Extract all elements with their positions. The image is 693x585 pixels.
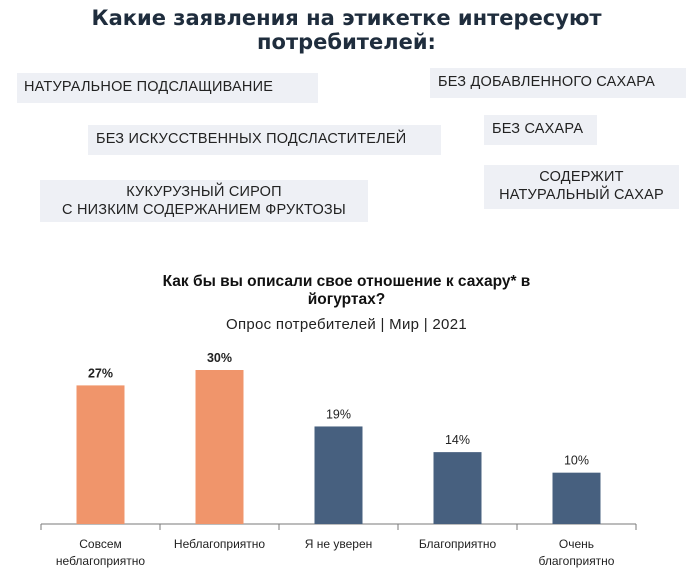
bar bbox=[314, 426, 363, 524]
page-title: Какие заявления на этикетке интересуют п… bbox=[0, 6, 693, 54]
chart-title-line2: йогуртах? bbox=[307, 291, 386, 308]
x-tick-label: Я не уверен bbox=[305, 537, 373, 551]
claim-natural-sugar: СОДЕРЖИТ НАТУРАЛЬНЫЙ САХАР bbox=[484, 165, 679, 209]
bar bbox=[433, 452, 482, 524]
bar bbox=[552, 472, 601, 524]
data-label: 14% bbox=[445, 433, 470, 447]
bar bbox=[195, 370, 244, 524]
claim-no-sugar-text: БЕЗ САХАРА bbox=[492, 121, 584, 137]
claim-no-artificial-sweeteners: БЕЗ ИСКУССТВЕННЫХ ПОДСЛАСТИТЕЛЕЙ bbox=[88, 125, 441, 155]
chart-title-line1: Как бы вы описали свое отношение к сахар… bbox=[162, 273, 531, 290]
page-title-line2: потребителей: bbox=[257, 30, 436, 54]
data-label: 19% bbox=[326, 407, 351, 421]
chart-title: Как бы вы описали свое отношение к сахар… bbox=[0, 273, 693, 309]
claim-no-added-sugar-text: БЕЗ ДОБАВЛЕННОГО САХАРА bbox=[438, 74, 656, 90]
bar bbox=[76, 385, 125, 524]
claim-no-added-sugar: БЕЗ ДОБАВЛЕННОГО САХАРА bbox=[430, 68, 686, 98]
claim-no-artificial-sweeteners-text: БЕЗ ИСКУССТВЕННЫХ ПОДСЛАСТИТЕЛЕЙ bbox=[96, 131, 407, 147]
page-title-line1: Какие заявления на этикетке интересуют bbox=[91, 6, 602, 30]
x-tick-label: Совсем bbox=[79, 537, 122, 551]
claim-corn-syrup-line2: С НИЗКИМ СОДЕРЖАНИЕМ ФРУКТОЗЫ bbox=[62, 202, 346, 218]
claim-corn-syrup-line1: КУКУРУЗНЫЙ СИРОП bbox=[126, 184, 282, 200]
data-label: 27% bbox=[88, 366, 113, 380]
claim-no-sugar: БЕЗ САХАРА bbox=[484, 115, 597, 145]
data-label: 30% bbox=[207, 351, 232, 365]
claim-natural-sugar-line1: СОДЕРЖИТ bbox=[539, 169, 624, 185]
x-tick-label: неблагоприятно bbox=[56, 554, 145, 568]
x-tick-label: благоприятно bbox=[539, 554, 615, 568]
claim-natural-sugar-line2: НАТУРАЛЬНЫЙ САХАР bbox=[499, 187, 664, 203]
x-tick-label: Неблагоприятно bbox=[174, 537, 265, 551]
x-tick-label: Благоприятно bbox=[419, 537, 497, 551]
x-tick-label: Очень bbox=[559, 537, 594, 551]
claim-natural-sweetening-text: НАТУРАЛЬНОЕ ПОДСЛАЩИВАНИЕ bbox=[24, 79, 274, 95]
data-label: 10% bbox=[564, 454, 589, 468]
claim-natural-sweetening: НАТУРАЛЬНОЕ ПОДСЛАЩИВАНИЕ bbox=[17, 73, 318, 103]
claim-corn-syrup: КУКУРУЗНЫЙ СИРОП С НИЗКИМ СОДЕРЖАНИЕМ ФР… bbox=[40, 180, 368, 222]
chart-subtitle: Опрос потребителей | Мир | 2021 bbox=[225, 316, 467, 333]
